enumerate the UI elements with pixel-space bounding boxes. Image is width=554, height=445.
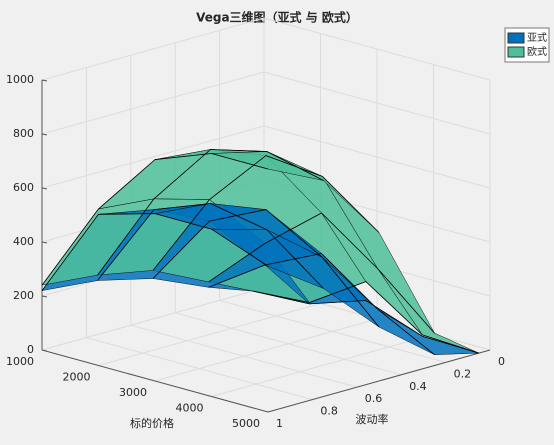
mesh-line <box>152 209 380 328</box>
grid-line <box>41 287 265 351</box>
z-tick-label: 800 <box>13 127 34 140</box>
legend-label: 亚式 <box>527 31 547 44</box>
axis-line <box>267 349 491 413</box>
grid-line <box>219 299 446 363</box>
legend-swatch <box>507 32 525 44</box>
grid: 0 200 400 600 800 1000 1000 2000 3000 4000 5000 0 0.… <box>6 17 505 430</box>
z-tick-label: 400 <box>13 235 34 248</box>
y-tick-label: 0.8 <box>320 405 338 418</box>
mesh-line <box>208 212 435 334</box>
z-tick <box>41 187 48 190</box>
z-tick-label: 1000 <box>6 73 34 86</box>
mesh-line <box>41 213 269 291</box>
z-tick-label: 600 <box>13 181 34 194</box>
grid-line <box>86 337 313 401</box>
mesh-line <box>252 290 480 354</box>
axis-line <box>41 349 269 413</box>
legend-label: 欧式 <box>527 45 547 58</box>
mesh-line <box>252 281 480 354</box>
z-tick <box>41 133 48 136</box>
x-tick-label: 3000 <box>119 386 147 399</box>
mesh-line <box>97 203 324 289</box>
mesh-line <box>41 153 269 286</box>
surfaces <box>41 149 480 356</box>
grid-line <box>130 324 357 388</box>
grid-line <box>98 303 321 366</box>
y-axis-label: 波动率 <box>356 412 389 426</box>
z-tick <box>41 241 48 244</box>
y-tick-label: 1 <box>276 417 283 430</box>
grid-line <box>154 318 378 382</box>
y-tick-label: 0.6 <box>365 392 383 405</box>
y-tick-label: 0.2 <box>454 367 472 380</box>
mesh-line <box>97 149 324 276</box>
grid-line <box>41 17 265 81</box>
mesh-line <box>152 155 380 271</box>
z-tick <box>41 79 48 82</box>
y-tick-label: 0 <box>498 355 505 368</box>
z-tick-label: 0 <box>27 343 34 356</box>
x-tick-label: 1000 <box>6 355 34 368</box>
mesh-line <box>208 253 435 356</box>
chart-title: Vega三维图（亚式 与 欧式） <box>196 10 358 25</box>
grid-line <box>41 71 265 135</box>
grid-line <box>175 312 402 376</box>
x-tick-label: 2000 <box>63 371 91 384</box>
z-tick-label: 200 <box>13 289 34 302</box>
z-tick <box>41 295 48 298</box>
x-axis-label: 标的价格 <box>130 416 174 430</box>
legend-swatch <box>507 46 525 58</box>
grid-line <box>41 125 265 189</box>
grid-line <box>211 334 434 397</box>
y-tick-label: 0.4 <box>409 380 427 393</box>
x-tick-label: 4000 <box>176 402 204 415</box>
x-tick-label: 5000 <box>232 417 260 430</box>
